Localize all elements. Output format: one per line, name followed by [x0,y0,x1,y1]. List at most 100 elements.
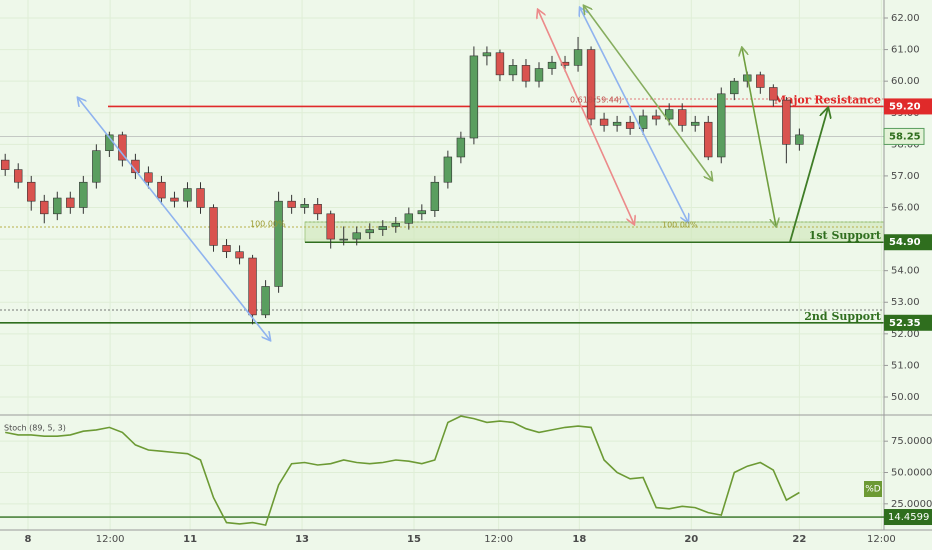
candle-body [248,257,257,316]
y-tick-label: 52.00 [891,329,920,340]
x-tick-label: 8 [25,534,32,545]
candle-body [704,121,713,158]
candle-body [352,232,361,240]
y-tick-label: 53.00 [891,297,920,308]
candle-body [691,121,700,126]
candle-body [391,222,400,227]
candle-body [287,200,296,208]
candle-body [495,52,505,76]
candle-body [573,49,583,66]
candle-body [365,229,374,234]
fib-label: 100.00% [250,220,286,229]
candle-body [79,181,88,208]
x-tick-label: 12:00 [96,534,125,545]
last-price-box [883,127,925,145]
y-tick-label: 50.00 [891,392,920,403]
stoch-title: Stoch (89, 5, 3) [4,424,66,433]
candle-body [14,169,23,183]
candle-body [326,213,335,240]
candle-body [417,210,427,215]
stoch [0,415,884,527]
level-value-label: 52.35 [889,318,921,329]
levels: Major Resistance 1st Support 2nd Support [0,93,884,324]
y-tick-label: 54.00 [891,266,920,277]
candle-body [378,226,387,230]
arrow [789,108,828,243]
y-tick-label: 61.00 [891,45,920,56]
stoch-line [5,415,800,527]
candle-body [313,204,322,215]
candle-body [261,286,270,316]
candle-body [300,204,309,208]
level-label: Major Resistance [774,93,881,106]
candle-body [534,68,544,82]
level-label: 1st Support [809,229,882,242]
candle-body [430,181,440,211]
candle-body [274,200,283,287]
candle-body [782,99,791,145]
candle-body [508,65,518,76]
axes: 50.0051.0052.0053.0054.0055.0056.0057.00… [25,13,932,545]
candle-body [183,188,192,202]
level-box [884,509,932,526]
x-tick-label: 20 [684,534,698,545]
x-tick-label: 13 [295,534,309,545]
candle-body [196,188,205,208]
candle-body [209,207,218,246]
candle-body [157,181,166,199]
level-box [884,98,932,115]
y-tick-label: 57.00 [891,171,920,182]
level-label: 2nd Support [804,310,882,323]
candle-body [756,74,765,88]
level-value-label: 14.4599 [888,512,929,523]
x-tick-label: 12:00 [484,534,513,545]
candle-body [717,93,726,158]
candle-body [170,197,179,202]
candle-body [1,159,10,170]
y-tick-label: 60.00 [891,76,920,87]
y-tick-label: 51.00 [891,360,920,371]
candle-body [521,65,531,82]
candle-body [53,197,62,215]
x-tick-label: 11 [183,534,197,545]
candle-body [235,251,244,259]
arrow [78,98,270,340]
y-tick-label: 56.00 [891,203,920,214]
candle-body [677,109,687,126]
candle-body [482,52,492,57]
candle-body [469,55,479,139]
y-tick-label: 62.00 [891,13,920,24]
y-tick-label: 75.0000 [891,436,932,447]
x-tick-label: 22 [792,534,806,545]
candle-body [456,137,466,158]
y-tick-label: 50.0000 [891,468,932,479]
candle-body [651,115,661,120]
candle-body [795,134,804,145]
candle-body [586,49,596,120]
level-box [884,234,932,251]
arrow [742,48,776,226]
candles [1,36,804,325]
candle-body [443,156,453,183]
candle-body [339,238,348,241]
candle-body [144,172,153,183]
level-value-label: 59.20 [889,101,921,112]
candle-body [625,121,635,129]
fib-label: 100.00% [662,221,698,230]
x-tick-label: 18 [572,534,586,545]
y-tick-label: 25.0000 [891,499,932,510]
level-box [884,314,932,331]
candle-body [404,213,414,224]
candle-body [612,121,622,126]
fib-label: 0.618(59.44) [570,96,622,105]
candle-body [599,118,609,126]
candle-body [92,150,101,183]
legend-box [864,481,882,497]
x-tick-label: 15 [407,534,421,545]
candle-body [222,245,231,253]
candle-body [547,61,557,69]
candle-body [40,200,49,215]
legend-label: %D [865,485,881,495]
